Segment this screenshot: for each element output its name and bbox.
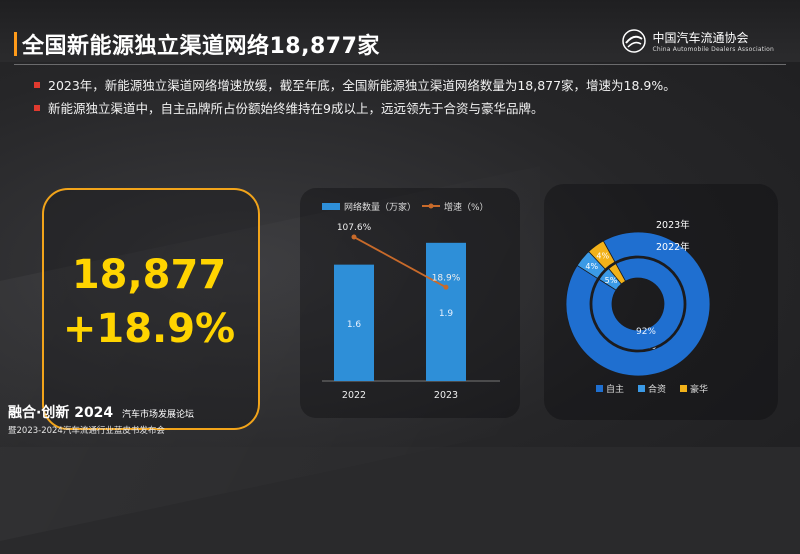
x-tick-label: 2022 xyxy=(342,390,366,401)
legend-swatch-合资 xyxy=(638,385,645,392)
bar-line-chart: 网络数量（万家） 增速（%） 1.6 2022 1.9 2023 107.6% 18.9% xyxy=(322,201,500,401)
growth-line xyxy=(353,236,447,289)
header-band xyxy=(0,0,800,62)
title-accent-bar xyxy=(14,32,17,56)
legend-label-growth: 增速（%） xyxy=(444,201,489,213)
donut-slice-豪华 xyxy=(588,240,616,270)
bullet-item: 2023年，新能源独立渠道网络增速放缓，截至年底，全国新能源独立渠道网络数量为1… xyxy=(34,74,676,97)
donut-slice-label: 92% xyxy=(636,327,656,337)
legend-label: 合资 xyxy=(648,383,666,395)
footer-year: 2024 xyxy=(74,405,114,421)
donut-slice-label: 5% xyxy=(605,276,618,285)
bar-2023 xyxy=(426,242,466,381)
highlight-card xyxy=(42,188,260,430)
bullet-list: 2023年，新能源独立渠道网络增速放缓，截至年底，全国新能源独立渠道网络数量为1… xyxy=(34,74,676,120)
growth-point xyxy=(443,284,449,290)
cada-logo-icon xyxy=(621,29,646,53)
bar-value-label: 1.6 xyxy=(347,320,362,330)
x-tick-label: 2023 xyxy=(434,390,458,401)
logo-name-en: China Automobile Dealers Association xyxy=(652,46,774,53)
bullet-item: 新能源独立渠道中，自主品牌所占份额始终维持在9成以上，远远领先于合资与豪华品牌。 xyxy=(34,97,676,120)
growth-rate-value: +18.9% xyxy=(62,306,236,352)
growth-value-label: 18.9% xyxy=(432,273,461,283)
footer-subtitle: 暨2023-2024汽车流通行业蓝皮书发布会 xyxy=(8,426,165,436)
page-title: 全国新能源独立渠道网络18,877家 xyxy=(22,34,380,59)
background xyxy=(0,0,800,447)
donut-ring-label: 2022年 xyxy=(656,241,690,253)
growth-point xyxy=(351,234,357,240)
legend-label-network: 网络数量（万家） xyxy=(344,201,416,213)
legend-marker-growth xyxy=(428,203,434,209)
legend-label: 豪华 xyxy=(690,383,708,395)
logo-name-cn: 中国汽车流通协会 xyxy=(652,31,749,45)
donut-slice-自主 xyxy=(565,231,711,377)
footer-brand: 融合·创新 xyxy=(8,405,70,421)
donut-ring-label: 2023年 xyxy=(656,219,690,231)
donut-slice-label: 4% xyxy=(585,262,598,271)
legend-swatch-network xyxy=(322,203,340,210)
association-logo: 中国汽车流通协会 China Automobile Dealers Associ… xyxy=(621,28,774,54)
donut-slice-label: 4% xyxy=(596,251,609,260)
network-count-value: 18,877 xyxy=(71,252,227,298)
donut-slice-豪华 xyxy=(608,263,627,285)
legend-swatch-豪华 xyxy=(680,385,687,392)
donut-slice-自主 xyxy=(591,257,685,351)
legend-label: 自主 xyxy=(606,383,624,395)
growth-value-label: 107.6% xyxy=(337,223,372,233)
header-divider xyxy=(14,64,786,65)
bar-value-label: 1.9 xyxy=(439,309,454,319)
event-footer: 融合·创新 2024 汽车市场发展论坛 暨2023-2024汽车流通行业蓝皮书发… xyxy=(8,402,194,436)
legend-swatch-自主 xyxy=(596,385,603,392)
bar-2022 xyxy=(334,264,374,381)
bar-line-chart-card: 网络数量（万家） 增速（%） 1.6 2022 1.9 2023 107.6% 18.9% xyxy=(300,188,520,418)
footer-forum: 汽车市场发展论坛 xyxy=(122,409,195,420)
